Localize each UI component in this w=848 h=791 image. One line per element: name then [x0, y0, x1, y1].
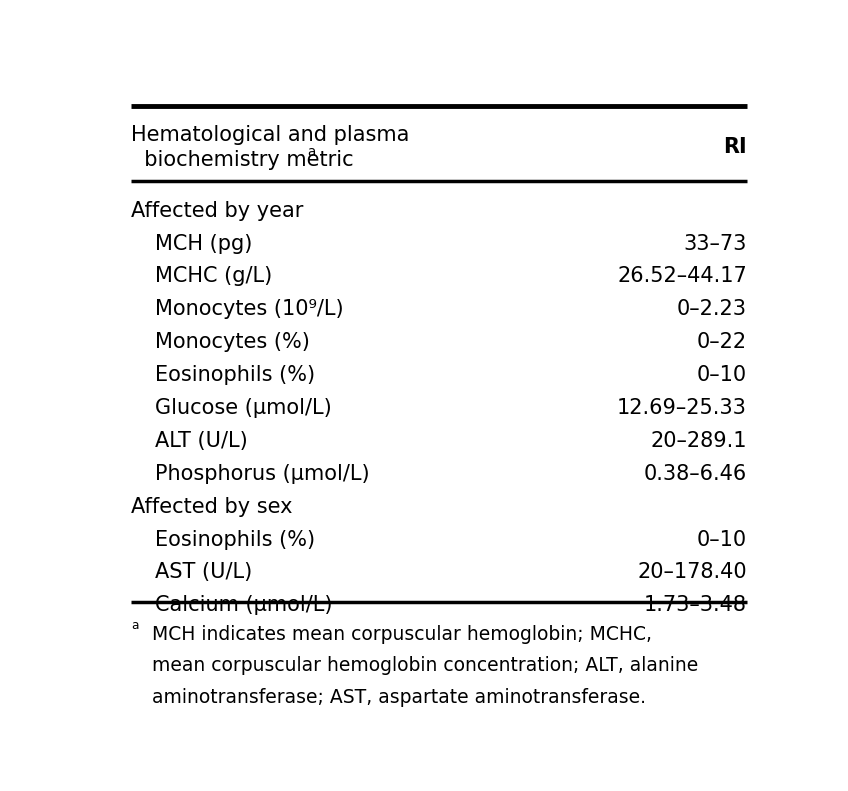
- Text: biochemistry metric: biochemistry metric: [131, 150, 354, 170]
- Text: MCH (pg): MCH (pg): [155, 233, 253, 254]
- Text: 26.52–44.17: 26.52–44.17: [617, 267, 747, 286]
- Text: 0–22: 0–22: [697, 332, 747, 352]
- Text: 33–73: 33–73: [683, 233, 747, 254]
- Text: 0–10: 0–10: [697, 365, 747, 385]
- Text: MCH indicates mean corpuscular hemoglobin; MCHC,: MCH indicates mean corpuscular hemoglobi…: [152, 625, 652, 644]
- Text: 20–178.40: 20–178.40: [637, 562, 747, 582]
- Text: 12.69–25.33: 12.69–25.33: [616, 398, 747, 418]
- Text: Hematological and plasma: Hematological and plasma: [131, 124, 410, 145]
- Text: Affected by year: Affected by year: [131, 201, 304, 221]
- Text: mean corpuscular hemoglobin concentration; ALT, alanine: mean corpuscular hemoglobin concentratio…: [152, 657, 698, 676]
- Text: Eosinophils (%): Eosinophils (%): [155, 365, 315, 385]
- Text: Affected by sex: Affected by sex: [131, 497, 293, 517]
- Text: AST (U/L): AST (U/L): [155, 562, 253, 582]
- Text: MCHC (g/L): MCHC (g/L): [155, 267, 272, 286]
- Text: 1.73–3.48: 1.73–3.48: [644, 596, 747, 615]
- Text: Phosphorus (μmol/L): Phosphorus (μmol/L): [155, 464, 370, 484]
- Text: Monocytes (%): Monocytes (%): [155, 332, 310, 352]
- Text: Monocytes (10⁹/L): Monocytes (10⁹/L): [155, 299, 344, 320]
- Text: aminotransferase; AST, aspartate aminotransferase.: aminotransferase; AST, aspartate aminotr…: [152, 688, 646, 707]
- Text: RI: RI: [723, 138, 747, 157]
- Text: Calcium (μmol/L): Calcium (μmol/L): [155, 596, 332, 615]
- Text: 0.38–6.46: 0.38–6.46: [644, 464, 747, 484]
- Text: 0–10: 0–10: [697, 529, 747, 550]
- Text: Glucose (μmol/L): Glucose (μmol/L): [155, 398, 332, 418]
- Text: 0–2.23: 0–2.23: [677, 299, 747, 320]
- Text: a: a: [131, 619, 138, 632]
- Text: 20–289.1: 20–289.1: [650, 431, 747, 451]
- Text: ALT (U/L): ALT (U/L): [155, 431, 248, 451]
- Text: Eosinophils (%): Eosinophils (%): [155, 529, 315, 550]
- Text: a: a: [307, 145, 315, 158]
